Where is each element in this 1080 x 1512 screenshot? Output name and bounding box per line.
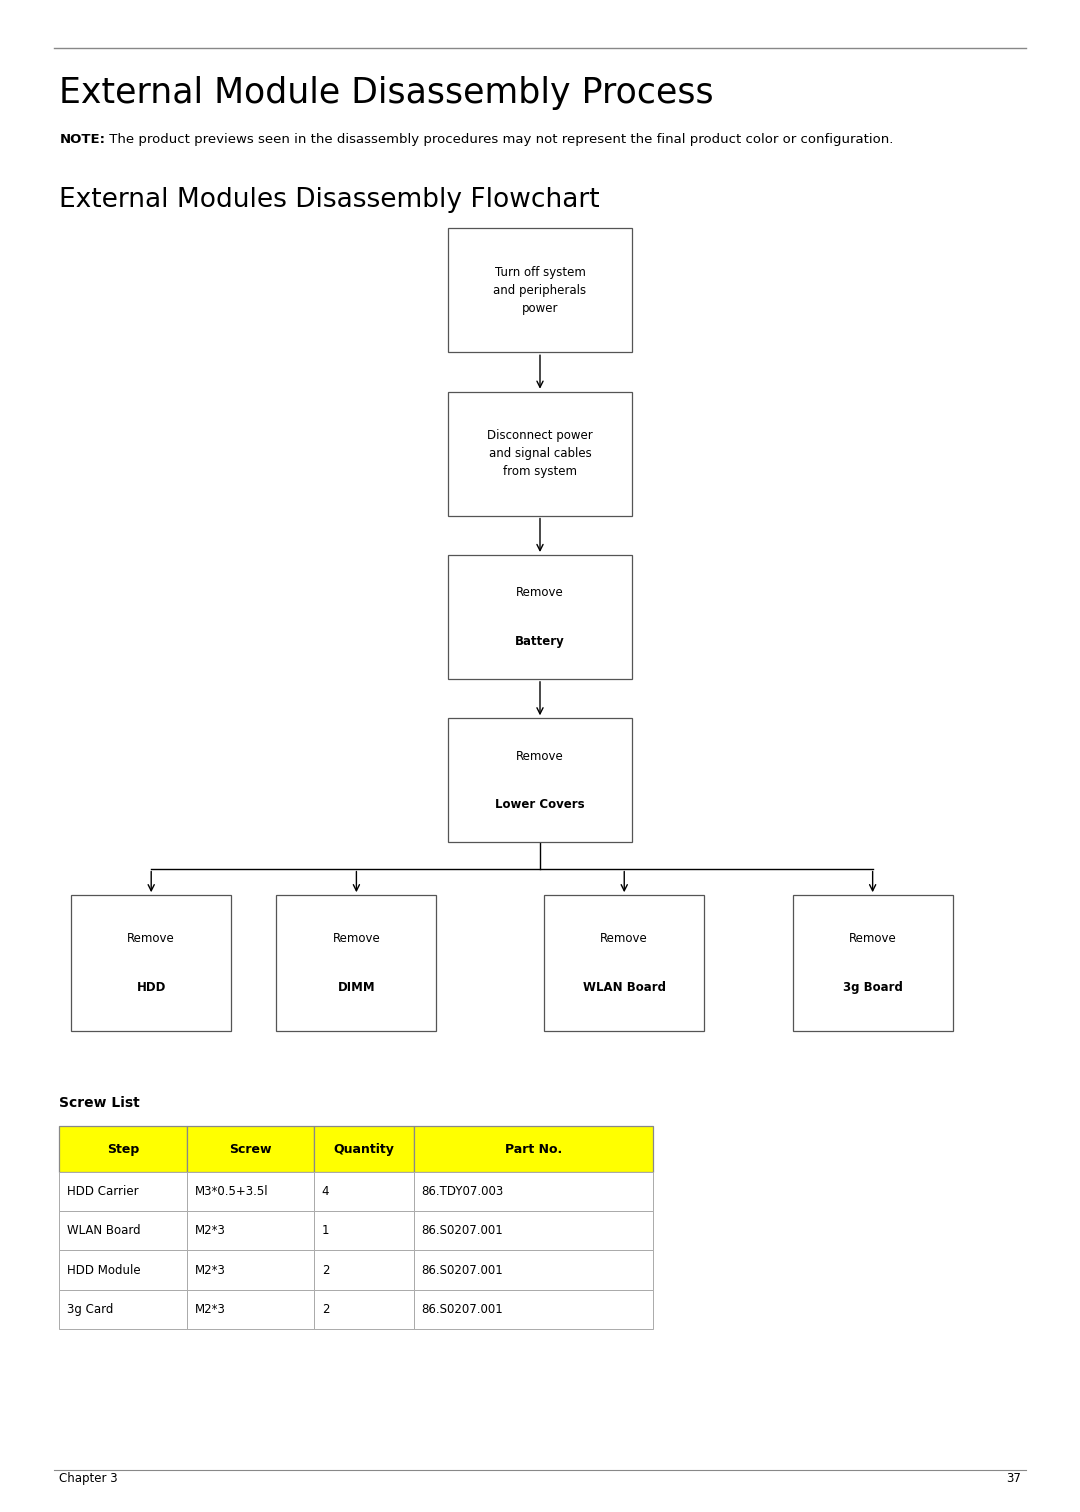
Text: NOTE:: NOTE: bbox=[59, 133, 106, 147]
Bar bbox=[414, 1126, 653, 1172]
Bar bbox=[414, 1211, 653, 1250]
Bar bbox=[276, 895, 436, 1031]
Bar bbox=[187, 1290, 314, 1329]
Bar bbox=[544, 895, 704, 1031]
Text: Remove: Remove bbox=[333, 933, 380, 945]
Text: Remove: Remove bbox=[600, 933, 648, 945]
Text: Lower Covers: Lower Covers bbox=[496, 798, 584, 810]
Text: 86.S0207.001: 86.S0207.001 bbox=[421, 1264, 503, 1276]
Text: Screw: Screw bbox=[229, 1143, 272, 1155]
Bar bbox=[448, 392, 632, 516]
Text: M2*3: M2*3 bbox=[194, 1264, 226, 1276]
Text: Turn off system
and peripherals
power: Turn off system and peripherals power bbox=[494, 266, 586, 314]
Text: HDD Module: HDD Module bbox=[67, 1264, 140, 1276]
Text: M3*0.5+3.5l: M3*0.5+3.5l bbox=[194, 1185, 268, 1198]
Text: DIMM: DIMM bbox=[338, 981, 375, 993]
Text: 4: 4 bbox=[322, 1185, 329, 1198]
Text: 86.S0207.001: 86.S0207.001 bbox=[421, 1225, 503, 1237]
Bar bbox=[187, 1126, 314, 1172]
Bar bbox=[59, 1172, 187, 1211]
Bar bbox=[448, 228, 632, 352]
Text: WLAN Board: WLAN Board bbox=[583, 981, 665, 993]
Text: 86.TDY07.003: 86.TDY07.003 bbox=[421, 1185, 503, 1198]
Bar bbox=[187, 1172, 314, 1211]
Text: Battery: Battery bbox=[515, 635, 565, 647]
Bar bbox=[187, 1250, 314, 1290]
Bar bbox=[314, 1126, 414, 1172]
Text: 1: 1 bbox=[322, 1225, 329, 1237]
Text: Quantity: Quantity bbox=[334, 1143, 394, 1155]
Text: External Module Disassembly Process: External Module Disassembly Process bbox=[59, 76, 714, 109]
Text: Remove: Remove bbox=[127, 933, 175, 945]
Text: Remove: Remove bbox=[516, 587, 564, 599]
Text: 2: 2 bbox=[322, 1303, 329, 1315]
Text: 86.S0207.001: 86.S0207.001 bbox=[421, 1303, 503, 1315]
Bar bbox=[314, 1172, 414, 1211]
Text: 2: 2 bbox=[322, 1264, 329, 1276]
Text: Step: Step bbox=[107, 1143, 139, 1155]
Bar bbox=[187, 1211, 314, 1250]
Bar bbox=[59, 1126, 187, 1172]
Bar bbox=[314, 1211, 414, 1250]
Text: Remove: Remove bbox=[516, 750, 564, 762]
Bar bbox=[314, 1290, 414, 1329]
Text: Part No.: Part No. bbox=[504, 1143, 563, 1155]
Bar bbox=[448, 555, 632, 679]
Bar bbox=[59, 1211, 187, 1250]
Bar bbox=[414, 1250, 653, 1290]
Bar bbox=[414, 1172, 653, 1211]
Text: M2*3: M2*3 bbox=[194, 1303, 226, 1315]
Text: Screw List: Screw List bbox=[59, 1096, 140, 1110]
Text: Disconnect power
and signal cables
from system: Disconnect power and signal cables from … bbox=[487, 429, 593, 478]
Text: WLAN Board: WLAN Board bbox=[67, 1225, 140, 1237]
Bar bbox=[448, 718, 632, 842]
Text: The product previews seen in the disassembly procedures may not represent the fi: The product previews seen in the disasse… bbox=[105, 133, 893, 147]
Bar bbox=[314, 1250, 414, 1290]
Text: 3g Card: 3g Card bbox=[67, 1303, 113, 1315]
Text: 3g Board: 3g Board bbox=[842, 981, 903, 993]
Bar bbox=[71, 895, 231, 1031]
Text: HDD: HDD bbox=[136, 981, 166, 993]
Text: 37: 37 bbox=[1005, 1471, 1021, 1485]
Text: HDD Carrier: HDD Carrier bbox=[67, 1185, 138, 1198]
Text: M2*3: M2*3 bbox=[194, 1225, 226, 1237]
Text: External Modules Disassembly Flowchart: External Modules Disassembly Flowchart bbox=[59, 187, 600, 213]
Bar bbox=[59, 1290, 187, 1329]
Text: Remove: Remove bbox=[849, 933, 896, 945]
Bar bbox=[793, 895, 953, 1031]
Bar bbox=[59, 1250, 187, 1290]
Text: Chapter 3: Chapter 3 bbox=[59, 1471, 118, 1485]
Bar bbox=[414, 1290, 653, 1329]
